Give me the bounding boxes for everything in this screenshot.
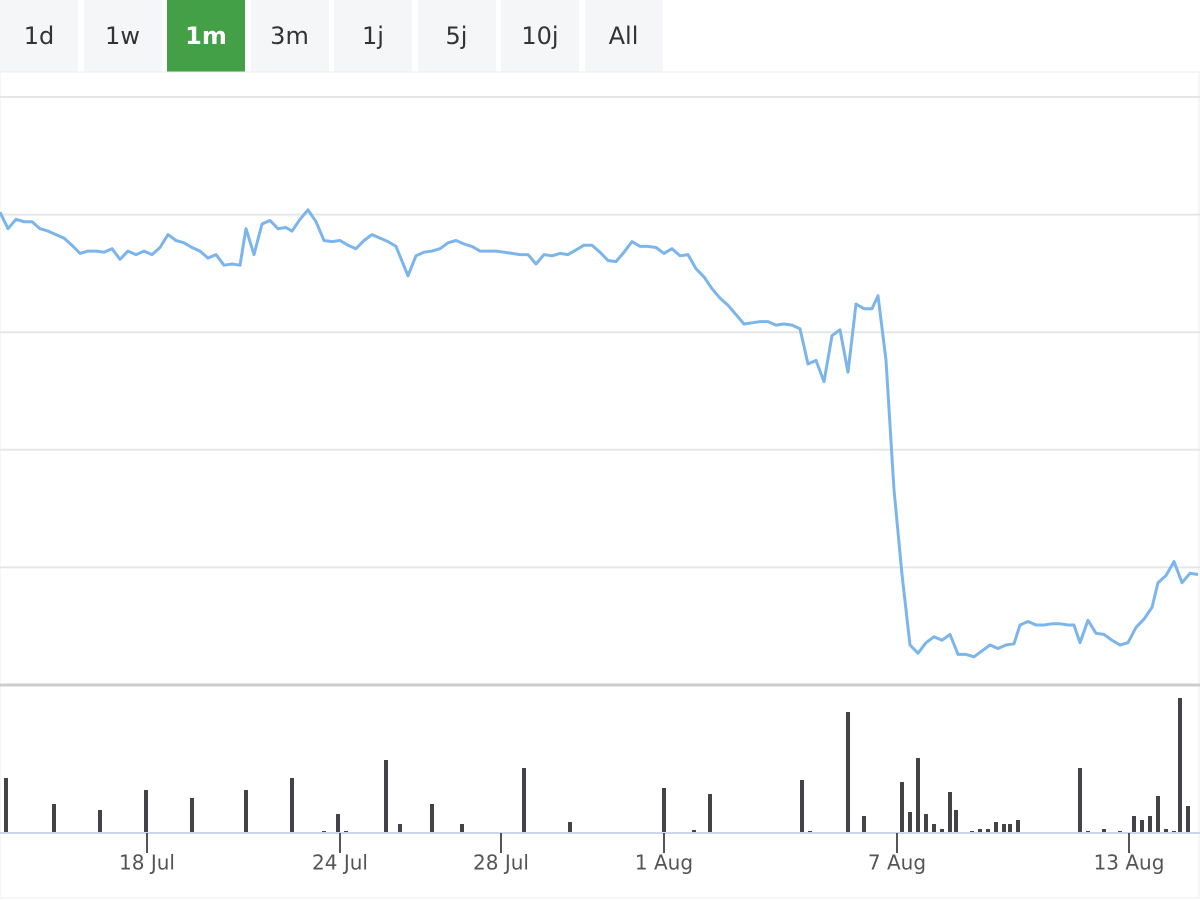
volume-bar	[1132, 816, 1136, 833]
range-button[interactable]: All	[584, 0, 663, 72]
x-tick-label: 13 Aug	[1094, 851, 1165, 875]
volume-bar	[1178, 698, 1182, 833]
range-button[interactable]: 3m	[250, 0, 329, 72]
volume-bar	[1016, 820, 1020, 833]
volume-bar	[1008, 824, 1012, 833]
volume-bar	[954, 810, 958, 833]
volume-bar	[900, 782, 904, 833]
volume-bar	[1156, 796, 1160, 833]
volume-bar	[144, 790, 148, 833]
volume-bar	[862, 816, 866, 833]
range-button[interactable]: 1w	[83, 0, 162, 72]
volume-bar	[916, 758, 920, 833]
x-tick-label: 28 Jul	[473, 851, 529, 875]
range-button[interactable]: 10j	[501, 0, 579, 72]
volume-bar	[1102, 829, 1106, 833]
volume-bar	[430, 804, 434, 833]
volume-bar	[846, 712, 850, 833]
volume-bar	[994, 822, 998, 833]
volume-bar	[986, 829, 990, 833]
volume-bar	[190, 798, 194, 833]
volume-bar	[398, 824, 402, 833]
volume-bar	[1186, 806, 1190, 833]
volume-bar	[1078, 768, 1082, 833]
volume-bar	[4, 778, 8, 833]
volume-bar	[908, 812, 912, 833]
volume-bar	[384, 760, 388, 833]
volume-bar	[98, 810, 102, 833]
volume-bar	[336, 814, 340, 833]
volume-bar	[522, 768, 526, 833]
volume-bar	[1002, 824, 1006, 833]
volume-bar	[1164, 829, 1168, 833]
volume-bar	[460, 824, 464, 833]
volume-bar	[940, 829, 944, 833]
volume-bar	[568, 822, 572, 833]
range-button[interactable]: 1j	[334, 0, 412, 72]
volume-bar	[800, 780, 804, 833]
price-line	[0, 208, 1199, 659]
plot-background	[0, 71, 1200, 899]
x-tick-label: 24 Jul	[312, 851, 368, 875]
volume-bar	[244, 790, 248, 833]
volume-bar	[948, 792, 952, 833]
volume-bar	[978, 829, 982, 833]
volume-bar	[662, 788, 666, 833]
volume-bar	[1148, 816, 1152, 833]
volume-bar	[708, 794, 712, 833]
range-button[interactable]: 1m	[167, 0, 245, 72]
volume-bar	[924, 814, 928, 833]
volume-bar	[692, 830, 696, 833]
volume-bar	[1140, 820, 1144, 833]
volume-bar	[290, 778, 294, 833]
range-button[interactable]: 5j	[417, 0, 496, 72]
x-tick-label: 18 Jul	[119, 851, 175, 875]
volume-bar	[52, 804, 56, 833]
volume-bar	[932, 824, 936, 833]
x-tick-label: 7 Aug	[868, 851, 926, 875]
x-tick-label: 1 Aug	[635, 851, 693, 875]
range-button[interactable]: 1d	[0, 0, 78, 72]
